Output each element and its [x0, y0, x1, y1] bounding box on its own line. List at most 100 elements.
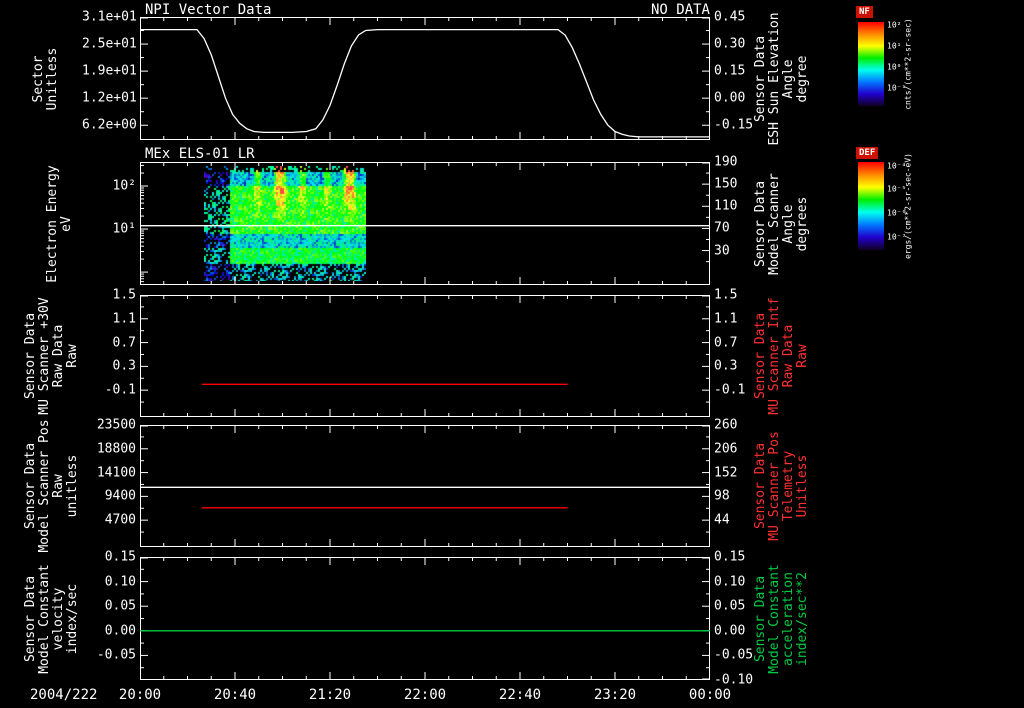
colorbar-def-gradient: [858, 162, 884, 250]
axis-title-line: Raw: [795, 344, 810, 368]
axis-title: Sensor Data MU Scanner Pos Telemetry Unitle…: [753, 431, 810, 541]
panel-els-spectrogram: [140, 162, 710, 285]
y-tick-label-right: 110: [714, 198, 738, 214]
x-axis-tick-label: 22:00: [403, 687, 447, 703]
y-tick-label-left: 2.5e+01: [82, 36, 137, 52]
plot-frame: [140, 17, 710, 140]
axis-title-line: Sensor Data: [753, 575, 768, 662]
plot-frame: [140, 295, 710, 417]
axis-title-line: Angle: [781, 58, 796, 99]
axis-title-line: Sensor Data: [23, 312, 38, 400]
colorbar-tick-label: 10⁻⁷: [887, 232, 907, 242]
colorbar-tick-label: 10²: [887, 20, 902, 30]
y-tick-label-right: 44: [714, 512, 730, 528]
y-tick-label-right: 0.45: [714, 9, 746, 25]
y-tick-label-right: -0.1: [714, 382, 746, 398]
axis-title-line: Sensor Data: [753, 312, 768, 400]
x-axis-tick-label: 22:40: [498, 687, 542, 703]
colorbar-tick-label: 10⁻⁴: [887, 161, 907, 171]
axis-title-line: MU Scanner Pos: [767, 431, 782, 541]
colorbar-tick-label: 10¹: [887, 41, 902, 51]
axis-title-line: Sensor Data: [753, 35, 768, 122]
axis-title-line: Model Scanner: [767, 172, 782, 275]
axis-title-line: MU Scanner Intf: [767, 297, 782, 415]
colorbar-nf-gradient: [858, 22, 884, 106]
x-axis-tick-label: 20:00: [118, 687, 162, 703]
axis-title-line: unitless: [65, 454, 80, 518]
axis-title-line: Model Constant: [37, 563, 52, 674]
axis-title-line: eV: [59, 215, 74, 232]
x-axis-date-label: 2004/222: [30, 687, 98, 703]
axis-title: Electron Energy eV: [45, 164, 74, 283]
y-tick-label-left: 0.15: [104, 549, 136, 565]
axis-title-line: Model Scanner Pos: [37, 419, 52, 553]
axis-title-line: velocity: [51, 587, 66, 650]
x-axis-tick-label: 00:00: [688, 687, 732, 703]
axis-title-line: MU Scanner +30V: [37, 297, 52, 415]
axis-title-line: ESH Sun Elevation: [767, 11, 782, 146]
axis-title-line: Model Constant: [767, 563, 782, 674]
y-tick-label-left: -0.05: [96, 647, 136, 663]
y-tick-label-left: 9400: [104, 488, 136, 504]
axis-title: Sensor Data MU Scanner Intf Raw Data Raw: [753, 297, 810, 415]
colorbar-tick-label: 10⁻¹: [887, 83, 907, 93]
plot-frame: [140, 557, 710, 680]
colorbar-nf-unit: cnts/(cm**2-sr-sec): [903, 18, 913, 110]
y-tick-label-left: 1.5: [112, 287, 136, 303]
axis-title-line: Raw: [51, 474, 66, 498]
y-tick-label-left: 14100: [96, 465, 136, 481]
axis-title-line: Sensor Data: [753, 180, 768, 267]
y-tick-label-right: 0.00: [714, 90, 746, 106]
axis-title-line: index/sec: [65, 583, 80, 654]
y-tick-label-right: 0.7: [714, 335, 738, 351]
axis-title-line: degrees: [795, 196, 810, 251]
y-tick-label-right: 0.15: [714, 549, 746, 565]
y-tick-label-right: 1.5: [714, 287, 738, 303]
y-tick-label-right: 150: [714, 176, 738, 192]
els-spectrogram-image: [204, 166, 366, 281]
panel1-title: NPI Vector Data: [145, 2, 272, 18]
y-tick-label-left: 10²: [112, 178, 136, 194]
y-tick-label-right: 1.1: [714, 311, 738, 327]
colorbar-tick-label: 10⁻⁵: [887, 184, 907, 194]
y-tick-label-left: 3.1e+01: [82, 9, 137, 25]
y-tick-label-right: 206: [714, 441, 738, 457]
y-tick-label-right: 260: [714, 417, 738, 433]
y-tick-label-right: 0.15: [714, 63, 746, 79]
axis-title: Sector Unitless: [31, 47, 60, 110]
y-tick-label-right: 0.05: [714, 598, 746, 614]
axis-title-line: Unitless: [795, 454, 810, 518]
axis-title-line: Electron Energy: [45, 164, 60, 283]
y-tick-label-left: 1.9e+01: [82, 63, 137, 79]
x-axis-tick-label: 23:20: [593, 687, 637, 703]
colorbar-nf-label: NF: [856, 6, 873, 18]
y-tick-label-right: 0.00: [714, 623, 746, 639]
y-tick-label-right: 0.10: [714, 574, 746, 590]
axis-title-line: Angle: [781, 203, 796, 244]
y-tick-label-left: 18800: [96, 441, 136, 457]
y-tick-label-left: 1.1: [112, 311, 136, 327]
axis-title-line: Sensor Data: [23, 442, 38, 530]
axis-title-line: Raw: [65, 344, 80, 368]
axis-title-line: Unitless: [45, 47, 60, 110]
axis-title-line: degree: [795, 55, 810, 102]
series-esh-sun-elevation-angle-deg: [140, 28, 710, 138]
axis-title: Sensor Data MU Scanner +30V Raw Data Raw: [23, 297, 80, 415]
axis-title: Sensor Data Model Scanner Pos Raw unitless: [23, 419, 80, 553]
y-tick-label-right: 0.30: [714, 36, 746, 52]
y-tick-label-right: 30: [714, 243, 730, 259]
axis-title-line: index/sec**2: [795, 571, 810, 666]
axis-title: Sensor Data Model Constant acceleration ind…: [753, 563, 810, 674]
axis-title-line: Raw Data: [51, 324, 66, 388]
y-tick-label-left: 23500: [96, 417, 136, 433]
y-tick-label-right: 70: [714, 220, 730, 236]
y-tick-label-left: 0.3: [112, 358, 136, 374]
y-tick-label-left: 0.7: [112, 335, 136, 351]
y-tick-label-left: 0.00: [104, 623, 136, 639]
colorbar-tick-label: 10⁻⁶: [887, 208, 907, 218]
panel-sector-esh-angle: [140, 17, 710, 140]
y-tick-label-right: 152: [714, 465, 738, 481]
axis-title: Sensor Data Model Scanner Angle degrees: [753, 172, 810, 275]
panel2-title: MEx ELS-01 LR: [145, 146, 255, 162]
